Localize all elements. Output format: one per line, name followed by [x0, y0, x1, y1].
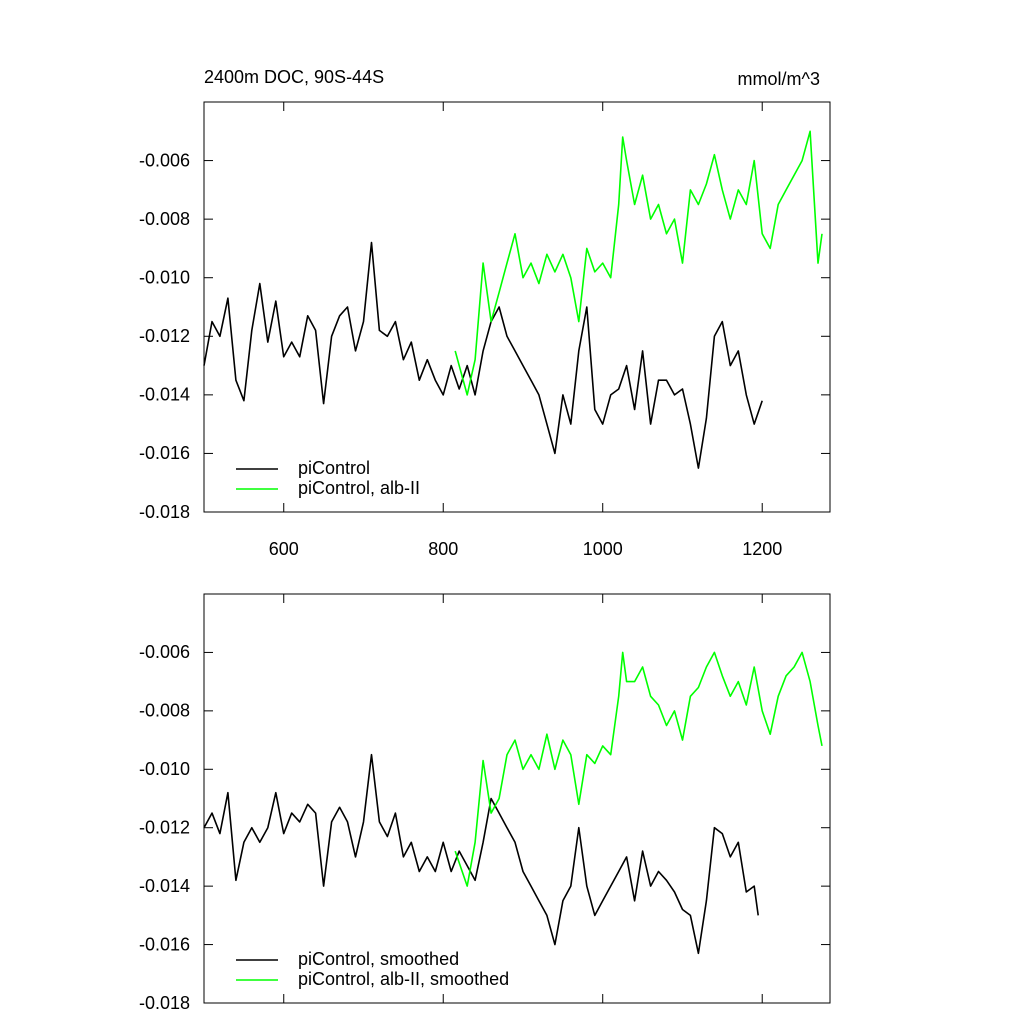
data-line [203, 241, 763, 469]
units-label: mmol/m^3 [738, 69, 820, 89]
y-tick-label: -0.012 [139, 326, 190, 346]
y-tick-label: -0.010 [139, 759, 190, 779]
y-tick-label: -0.018 [139, 993, 190, 1013]
y-tick-label: -0.016 [139, 443, 190, 463]
legend-label: piControl, alb-II, smoothed [298, 969, 509, 989]
legend-label: piControl [298, 458, 370, 478]
y-tick-label: -0.008 [139, 209, 190, 229]
y-tick-label: -0.006 [139, 150, 190, 170]
legend-label: piControl, alb-II [298, 478, 420, 498]
y-tick-label: -0.018 [139, 502, 190, 522]
y-tick-label: -0.006 [139, 642, 190, 662]
y-tick-label: -0.014 [139, 385, 190, 405]
y-tick-label: -0.010 [139, 267, 190, 287]
data-line [454, 130, 823, 396]
y-tick-label: -0.014 [139, 876, 190, 896]
y-tick-label: -0.016 [139, 934, 190, 954]
y-tick-label: -0.008 [139, 701, 190, 721]
x-tick-label: 1000 [583, 539, 623, 559]
plot-frame [203, 101, 831, 513]
x-tick-label: 1200 [742, 539, 782, 559]
data-line [203, 753, 759, 955]
plot-frame [203, 593, 831, 1004]
x-tick-label: 800 [428, 539, 458, 559]
x-tick-label: 600 [269, 539, 299, 559]
chart-title: 2400m DOC, 90S-44S [204, 67, 384, 87]
y-tick-label: -0.012 [139, 817, 190, 837]
data-line [454, 651, 823, 887]
legend-label: piControl, smoothed [298, 949, 459, 969]
